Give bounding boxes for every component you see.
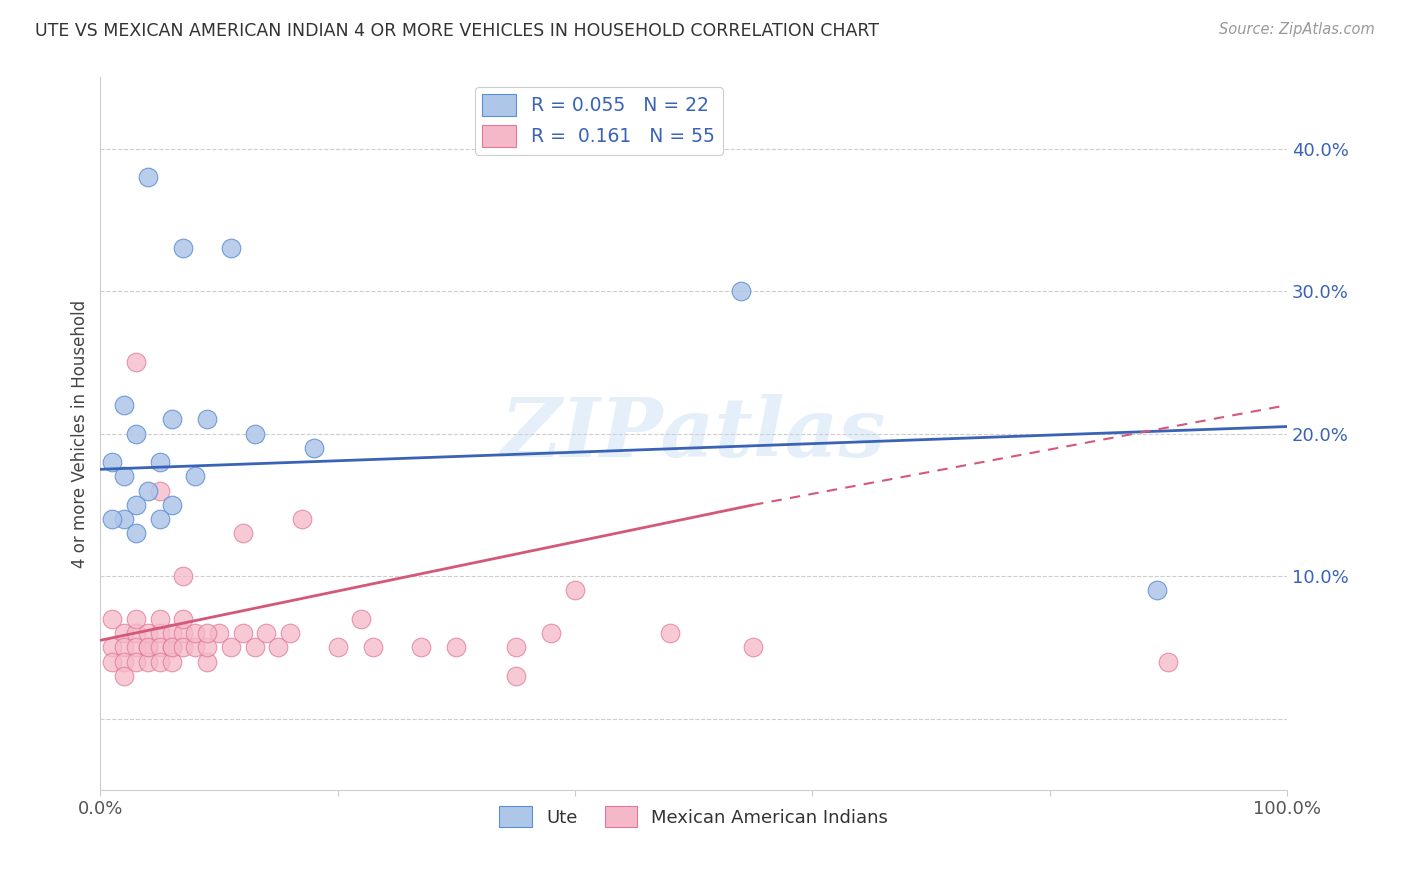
Ute	[149, 455, 172, 469]
Mexican American Indians	[149, 483, 172, 498]
Ute	[101, 512, 124, 526]
Mexican American Indians	[101, 612, 124, 626]
Mexican American Indians	[742, 640, 765, 655]
Ute	[1146, 583, 1168, 598]
Mexican American Indians	[505, 640, 527, 655]
Ute	[219, 242, 242, 256]
Mexican American Indians	[540, 626, 562, 640]
Mexican American Indians	[112, 655, 135, 669]
Legend: Ute, Mexican American Indians: Ute, Mexican American Indians	[492, 799, 896, 834]
Mexican American Indians	[208, 626, 231, 640]
Mexican American Indians	[125, 355, 148, 369]
Mexican American Indians	[149, 640, 172, 655]
Mexican American Indians	[350, 612, 373, 626]
Mexican American Indians	[172, 569, 194, 583]
Mexican American Indians	[160, 626, 183, 640]
Mexican American Indians	[125, 655, 148, 669]
Mexican American Indians	[195, 655, 218, 669]
Text: ZIPatlas: ZIPatlas	[501, 393, 886, 474]
Mexican American Indians	[112, 640, 135, 655]
Mexican American Indians	[160, 640, 183, 655]
Mexican American Indians	[363, 640, 385, 655]
Mexican American Indians	[326, 640, 349, 655]
Mexican American Indians	[195, 626, 218, 640]
Ute	[112, 398, 135, 412]
Mexican American Indians	[1157, 655, 1180, 669]
Ute	[730, 284, 752, 298]
Mexican American Indians	[195, 640, 218, 655]
Mexican American Indians	[125, 612, 148, 626]
Mexican American Indians	[219, 640, 242, 655]
Mexican American Indians	[446, 640, 468, 655]
Ute	[243, 426, 266, 441]
Mexican American Indians	[136, 655, 159, 669]
Mexican American Indians	[172, 640, 194, 655]
Ute	[160, 412, 183, 426]
Mexican American Indians	[112, 626, 135, 640]
Mexican American Indians	[232, 526, 254, 541]
Mexican American Indians	[160, 655, 183, 669]
Mexican American Indians	[564, 583, 586, 598]
Ute	[160, 498, 183, 512]
Ute	[125, 426, 148, 441]
Mexican American Indians	[172, 612, 194, 626]
Ute	[149, 512, 172, 526]
Mexican American Indians	[101, 640, 124, 655]
Mexican American Indians	[184, 626, 207, 640]
Ute	[112, 469, 135, 483]
Text: UTE VS MEXICAN AMERICAN INDIAN 4 OR MORE VEHICLES IN HOUSEHOLD CORRELATION CHART: UTE VS MEXICAN AMERICAN INDIAN 4 OR MORE…	[35, 22, 879, 40]
Mexican American Indians	[659, 626, 682, 640]
Mexican American Indians	[267, 640, 290, 655]
Mexican American Indians	[278, 626, 301, 640]
Mexican American Indians	[256, 626, 278, 640]
Ute	[195, 412, 218, 426]
Y-axis label: 4 or more Vehicles in Household: 4 or more Vehicles in Household	[72, 300, 89, 567]
Ute	[136, 483, 159, 498]
Mexican American Indians	[125, 640, 148, 655]
Mexican American Indians	[172, 626, 194, 640]
Mexican American Indians	[232, 626, 254, 640]
Ute	[172, 242, 194, 256]
Ute	[184, 469, 207, 483]
Ute	[101, 455, 124, 469]
Mexican American Indians	[136, 640, 159, 655]
Mexican American Indians	[112, 669, 135, 683]
Mexican American Indians	[149, 612, 172, 626]
Mexican American Indians	[291, 512, 314, 526]
Ute	[125, 498, 148, 512]
Mexican American Indians	[243, 640, 266, 655]
Mexican American Indians	[184, 640, 207, 655]
Mexican American Indians	[136, 626, 159, 640]
Mexican American Indians	[125, 626, 148, 640]
Ute	[136, 170, 159, 185]
Mexican American Indians	[149, 626, 172, 640]
Ute	[112, 512, 135, 526]
Mexican American Indians	[149, 655, 172, 669]
Text: Source: ZipAtlas.com: Source: ZipAtlas.com	[1219, 22, 1375, 37]
Mexican American Indians	[101, 655, 124, 669]
Mexican American Indians	[160, 640, 183, 655]
Ute	[302, 441, 325, 455]
Mexican American Indians	[505, 669, 527, 683]
Mexican American Indians	[409, 640, 432, 655]
Mexican American Indians	[136, 640, 159, 655]
Ute	[125, 526, 148, 541]
